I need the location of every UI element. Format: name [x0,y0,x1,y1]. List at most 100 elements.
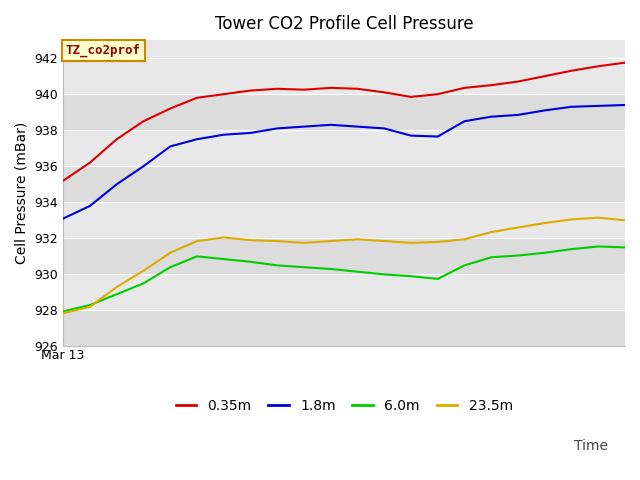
Bar [63,94,625,130]
1.8m [327,122,335,128]
0.35m [60,178,67,183]
23.5m [166,250,174,256]
23.5m [273,238,281,244]
0.35m [461,85,468,91]
1.8m [407,133,415,139]
Bar [63,130,625,166]
1.8m [541,108,548,113]
1.8m [621,102,629,108]
0.35m [407,94,415,100]
23.5m [407,240,415,246]
23.5m [488,229,495,235]
0.35m [246,88,254,94]
6.0m [488,254,495,260]
23.5m [595,215,602,220]
6.0m [354,269,362,275]
23.5m [140,268,147,274]
1.8m [595,103,602,109]
0.35m [220,91,228,97]
23.5m [300,240,308,246]
Legend: 0.35m, 1.8m, 6.0m, 23.5m: 0.35m, 1.8m, 6.0m, 23.5m [170,393,518,419]
6.0m [113,291,120,297]
23.5m [60,310,67,316]
0.35m [166,106,174,111]
23.5m [113,284,120,290]
6.0m [246,259,254,264]
6.0m [273,263,281,268]
6.0m [568,246,575,252]
Y-axis label: Cell Pressure (mBar): Cell Pressure (mBar) [15,122,29,264]
Text: Time: Time [574,439,608,453]
6.0m [514,252,522,258]
6.0m [166,264,174,270]
1.8m [354,124,362,130]
Title: Tower CO2 Profile Cell Pressure: Tower CO2 Profile Cell Pressure [215,15,474,33]
6.0m [407,273,415,279]
Line: 1.8m: 1.8m [63,105,625,218]
6.0m [86,302,94,308]
6.0m [621,244,629,250]
1.8m [273,126,281,132]
23.5m [193,238,201,244]
Bar [63,202,625,239]
23.5m [354,236,362,242]
6.0m [595,243,602,249]
6.0m [220,256,228,262]
0.35m [86,160,94,166]
0.35m [434,91,442,97]
1.8m [86,203,94,209]
6.0m [461,263,468,268]
0.35m [541,73,548,79]
1.8m [568,104,575,109]
0.35m [514,79,522,84]
23.5m [568,216,575,222]
0.35m [621,60,629,65]
Bar [63,239,625,275]
1.8m [300,124,308,130]
23.5m [380,238,388,244]
1.8m [140,163,147,169]
Text: TZ_co2prof: TZ_co2prof [66,44,141,57]
0.35m [140,119,147,124]
6.0m [541,250,548,256]
1.8m [488,114,495,120]
23.5m [621,217,629,223]
Line: 0.35m: 0.35m [63,62,625,180]
1.8m [166,144,174,149]
0.35m [380,89,388,95]
1.8m [113,181,120,187]
Bar [63,58,625,94]
1.8m [60,216,67,221]
23.5m [514,225,522,230]
1.8m [193,136,201,142]
0.35m [488,82,495,88]
6.0m [327,266,335,272]
0.35m [595,63,602,69]
1.8m [380,126,388,132]
0.35m [193,95,201,101]
23.5m [220,235,228,240]
Bar [63,166,625,202]
Line: 23.5m: 23.5m [63,217,625,313]
6.0m [434,276,442,282]
1.8m [434,133,442,139]
1.8m [220,132,228,138]
23.5m [86,304,94,310]
6.0m [380,272,388,277]
0.35m [300,87,308,93]
1.8m [514,112,522,118]
23.5m [246,237,254,243]
6.0m [300,264,308,270]
0.35m [354,86,362,92]
Bar [63,275,625,311]
6.0m [193,253,201,259]
23.5m [327,238,335,244]
Line: 6.0m: 6.0m [63,246,625,312]
0.35m [568,68,575,73]
0.35m [113,136,120,142]
0.35m [273,86,281,92]
1.8m [246,130,254,136]
1.8m [461,119,468,124]
23.5m [461,236,468,242]
6.0m [60,309,67,314]
